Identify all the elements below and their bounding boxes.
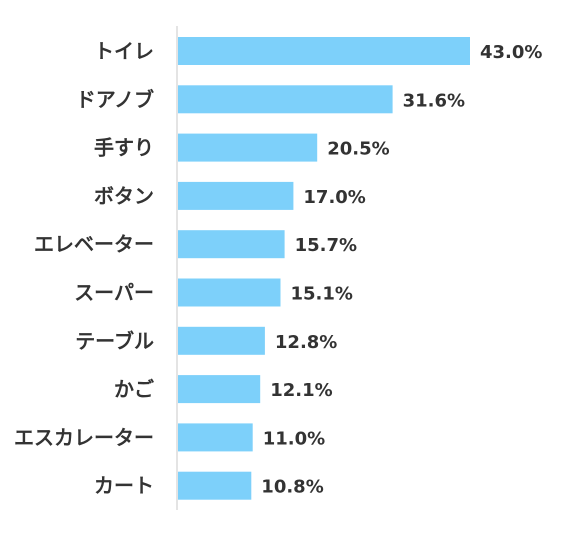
category-label-1: トイレ (94, 39, 154, 63)
bar-9 (178, 423, 253, 452)
category-label-9: エスカレーター (14, 425, 154, 449)
value-label-6: 15.1% (291, 284, 353, 305)
category-label-6: スーパー (74, 281, 154, 305)
category-label-2: ドアノブ (76, 87, 154, 111)
bar-2 (178, 85, 393, 114)
value-label-3: 20.5% (327, 139, 389, 160)
value-label-2: 31.6% (403, 90, 465, 111)
bar-4 (178, 181, 294, 210)
category-label-3: 手すり (94, 136, 154, 160)
value-label-9: 11.0% (263, 428, 325, 449)
category-label-8: かご (114, 377, 154, 401)
category-label-10: カート (94, 474, 154, 498)
value-label-7: 12.8% (275, 332, 337, 353)
bar-5 (178, 230, 285, 259)
value-label-8: 12.1% (270, 380, 332, 401)
bar-10 (178, 471, 252, 500)
value-label-10: 10.8% (261, 477, 323, 498)
bar-8 (178, 375, 261, 404)
value-label-4: 17.0% (303, 187, 365, 208)
labels-layer: トイレ 43.0% ドアノブ 31.6% 手すり 20.5% ボタン 17.0% エレベーター 1… (14, 39, 542, 498)
category-label-5: エレベーター (34, 232, 154, 256)
category-label-7: テーブル (75, 329, 154, 353)
bar-6 (178, 278, 281, 307)
bars-layer (178, 37, 470, 500)
bar-1 (178, 37, 470, 65)
value-label-5: 15.7% (295, 235, 357, 256)
value-label-1: 43.0% (480, 42, 542, 63)
category-label-4: ボタン (94, 184, 154, 208)
bar-7 (178, 326, 265, 355)
bar-3 (178, 133, 318, 162)
